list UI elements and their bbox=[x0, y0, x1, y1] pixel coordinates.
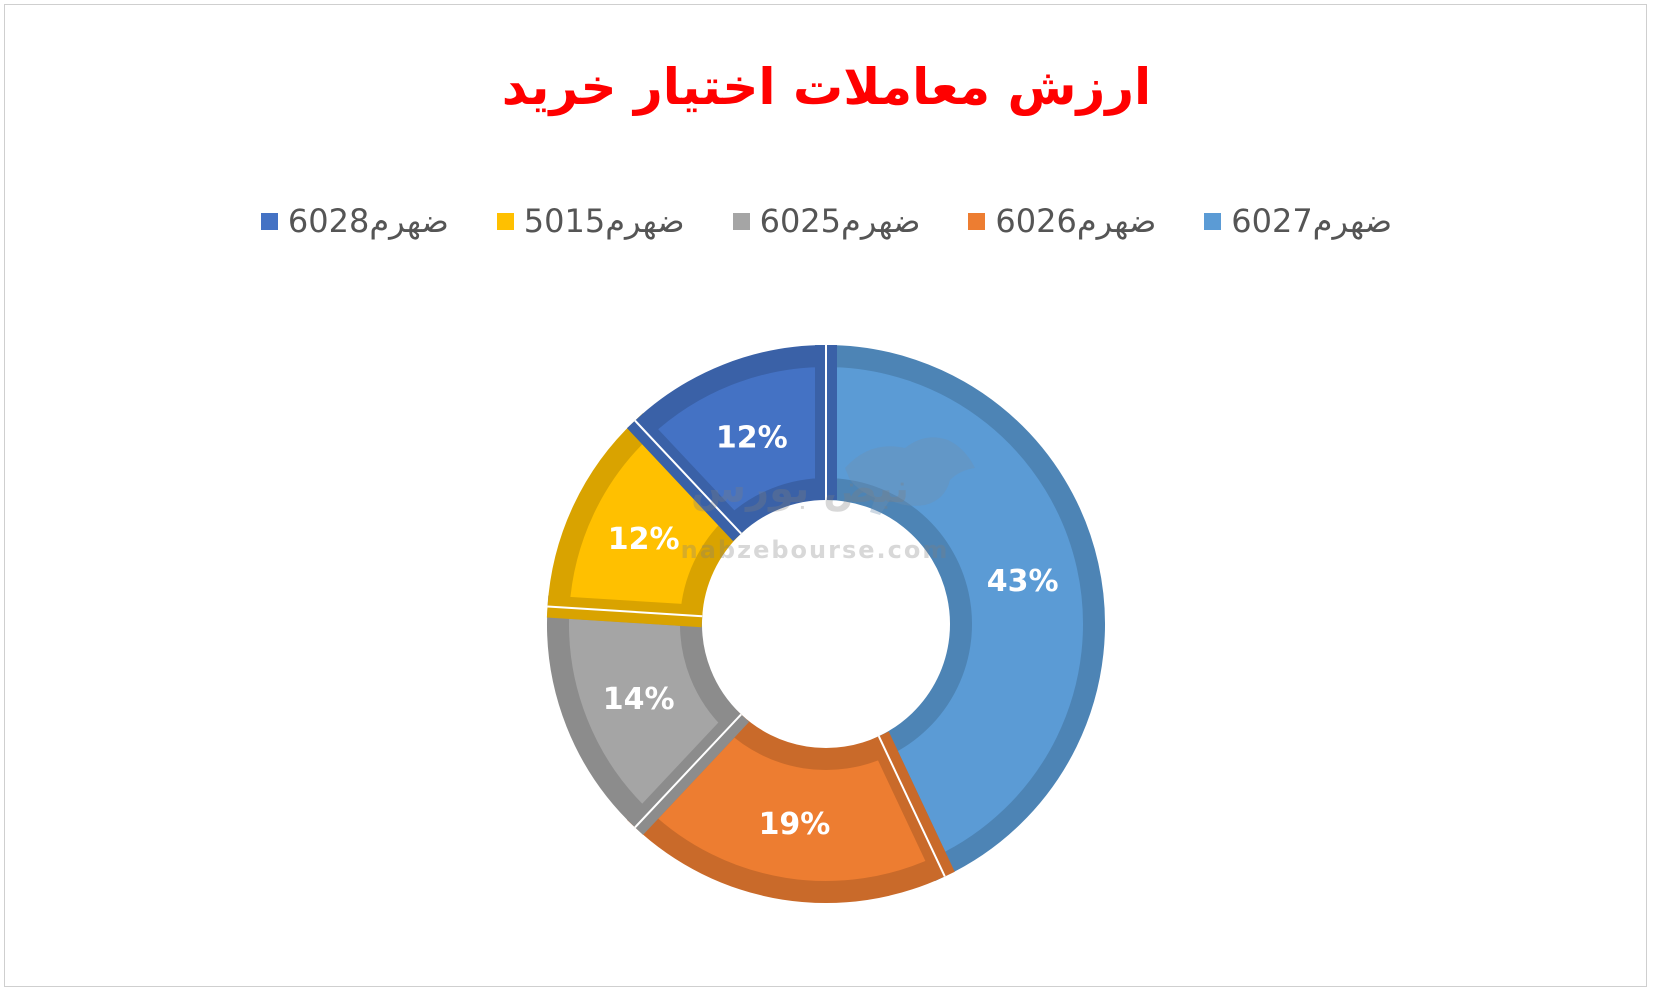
legend-label: ضهرم6027 bbox=[1231, 202, 1393, 240]
legend-label: ضهرم6028 bbox=[287, 202, 449, 240]
slice-labels: 43% 19% 14% 12% 12% bbox=[603, 421, 1059, 842]
legend-swatch bbox=[968, 212, 986, 230]
legend-label: ضهرم5015 bbox=[523, 202, 685, 240]
slice-separator bbox=[547, 605, 703, 618]
legend-item: ضهرم6025 bbox=[732, 202, 921, 240]
bull-icon bbox=[845, 437, 975, 515]
donut-slice bbox=[815, 344, 1105, 882]
legend-label: ضهرم6025 bbox=[759, 202, 921, 240]
watermark-logo-text: نبض بورس bbox=[691, 466, 909, 512]
slice-data-label: 12% bbox=[608, 522, 680, 557]
donut-slices bbox=[546, 344, 1105, 903]
slice-separator bbox=[634, 419, 742, 535]
legend-label: ضهرم6026 bbox=[995, 202, 1157, 240]
legend-item: ضهرم6027 bbox=[1204, 202, 1392, 240]
legend-swatch bbox=[496, 212, 514, 230]
slice-data-label: 12% bbox=[716, 421, 788, 456]
slice-data-label: 43% bbox=[987, 564, 1059, 599]
legend-swatch bbox=[1204, 212, 1222, 230]
legend-swatch bbox=[260, 212, 278, 230]
legend-item: ضهرم6026 bbox=[968, 202, 1156, 240]
chart-title: ارزش معاملات اختیار خرید bbox=[501, 58, 1152, 116]
slice-data-label: 19% bbox=[759, 807, 831, 842]
watermark-url: nabzebourse.com bbox=[681, 536, 950, 564]
legend-swatch bbox=[732, 212, 750, 230]
slice-separator bbox=[877, 735, 946, 877]
legend-item: ضهرم5015 bbox=[496, 202, 685, 240]
legend-item: ضهرم6028 bbox=[260, 202, 449, 240]
slice-separator bbox=[634, 713, 742, 829]
donut-slice bbox=[626, 706, 955, 903]
chart-legend: ضهرم6028 ضهرم5015 ضهرم6025 ضهرم6026 ضهرم6027 bbox=[0, 196, 1653, 246]
watermark: نبض بورس nabzebourse.com bbox=[681, 437, 975, 564]
slice-data-label: 14% bbox=[603, 682, 675, 717]
